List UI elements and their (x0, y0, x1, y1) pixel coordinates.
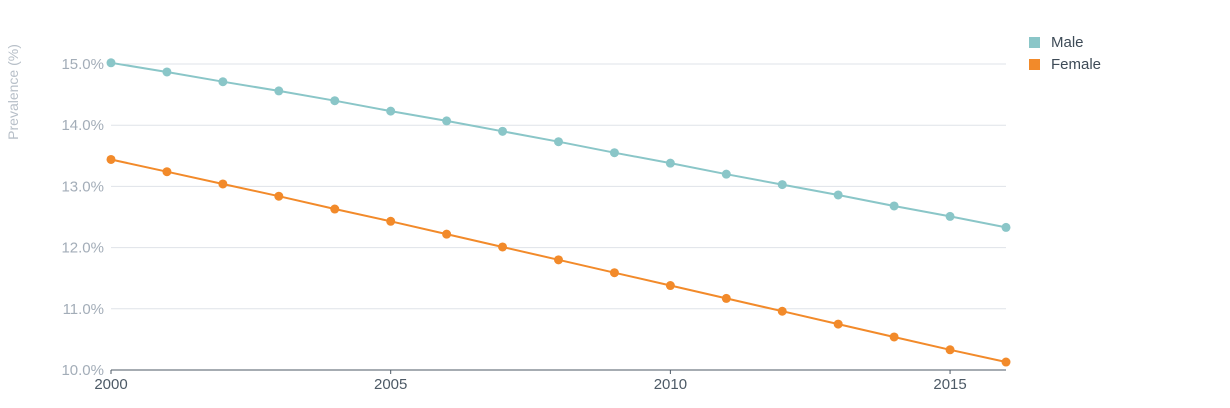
female-data-point (945, 345, 955, 355)
female-data-point (665, 281, 675, 291)
male-data-point (1001, 222, 1011, 232)
male-data-point (386, 106, 396, 116)
male-data-point (889, 201, 899, 211)
female-legend-label[interactable]: Female (1051, 56, 1101, 73)
female-data-point (498, 242, 508, 252)
female-data-point (218, 179, 228, 189)
male-legend-label[interactable]: Male (1051, 34, 1084, 51)
y-tick-label: 13.0% (61, 178, 104, 195)
x-tick-label: 2010 (654, 376, 687, 393)
y-tick-label: 12.0% (61, 240, 104, 257)
female-legend-swatch[interactable] (1029, 59, 1040, 70)
female-data-point (1001, 357, 1011, 367)
male-data-point (665, 158, 675, 168)
male-data-point (442, 116, 452, 126)
male-legend-swatch[interactable] (1029, 37, 1040, 48)
female-data-point (162, 167, 172, 177)
x-tick-label: 2015 (933, 376, 966, 393)
male-data-point (609, 148, 619, 158)
male-data-point (777, 180, 787, 190)
y-tick-label: 14.0% (61, 117, 104, 134)
female-data-point (721, 293, 731, 303)
female-data-point (274, 191, 284, 201)
male-data-point (330, 96, 340, 106)
male-data-point (498, 126, 508, 136)
female-data-point (889, 332, 899, 342)
female-data-point (833, 319, 843, 329)
female-data-point (106, 154, 116, 164)
y-tick-label: 10.0% (61, 362, 104, 379)
male-data-point (162, 67, 172, 77)
female-data-point (554, 255, 563, 265)
male-data-point (106, 58, 116, 68)
male-data-point (274, 86, 284, 96)
y-tick-label: 11.0% (63, 301, 104, 318)
male-data-point (945, 211, 955, 221)
male-data-point (218, 77, 228, 87)
y-tick-label: 15.0% (61, 56, 104, 73)
y-axis-title: Prevalence (%) (5, 44, 21, 140)
x-tick-label: 2000 (94, 376, 127, 393)
female-data-point (386, 216, 396, 226)
legend: Male Female (1029, 34, 1101, 73)
female-data-point (609, 268, 619, 278)
female-data-point (777, 306, 787, 316)
gridlines (111, 63, 1006, 310)
male-data-point (721, 169, 731, 179)
female-data-point (442, 229, 452, 239)
series-layer (106, 58, 1011, 367)
female-data-point (330, 204, 340, 214)
male-data-point (833, 190, 843, 200)
axes: 10.0% 11.0% 12.0% 13.0% 14.0% 15.0% 2000 2005 20… (5, 44, 1006, 393)
male-data-point (554, 137, 563, 147)
x-tick-label: 2005 (374, 376, 407, 393)
